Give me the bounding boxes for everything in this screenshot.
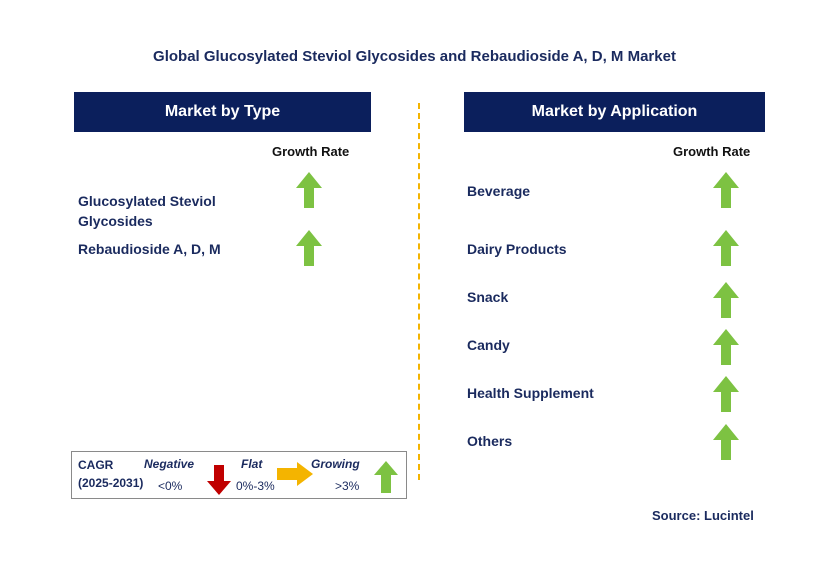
legend-flat-range: 0%-3% (236, 479, 275, 493)
application-item-beverage: Beverage (467, 183, 531, 199)
up-arrow-icon (296, 230, 322, 266)
up-arrow-icon (713, 282, 739, 318)
page-title: Global Glucosylated Steviol Glycosides a… (153, 48, 676, 65)
application-item-others: Others (467, 433, 513, 449)
cagr-legend: CAGR (2025-2031) Negative <0% Flat 0%-3%… (71, 451, 407, 499)
up-arrow-icon (713, 329, 739, 365)
application-growth-label: Growth Rate (673, 144, 751, 159)
up-arrow-icon (374, 461, 398, 493)
application-item-snack: Snack (467, 289, 509, 305)
up-arrow-icon (713, 376, 739, 412)
legend-years-label: (2025-2031) (78, 476, 144, 490)
legend-negative-label: Negative (144, 457, 195, 471)
type-item-glucosylated: Glucosylated Steviol Glycosides (78, 191, 216, 231)
application-item-dairy: Dairy Products (467, 241, 567, 257)
panel-divider (418, 103, 420, 480)
legend-growing-label: Growing (311, 457, 360, 471)
type-item-rebaudioside: Rebaudioside A, D, M (78, 241, 221, 257)
legend-growing-range: >3% (335, 479, 360, 493)
source-note: Source: Lucintel (652, 508, 754, 523)
up-arrow-icon (713, 230, 739, 266)
type-item-line2: Glycosides (78, 213, 153, 229)
type-growth-label: Growth Rate (272, 144, 350, 159)
flat-arrow-icon (277, 462, 313, 486)
up-arrow-icon (296, 172, 322, 208)
application-header: Market by Application (464, 92, 765, 132)
legend-negative-range: <0% (158, 479, 183, 493)
application-item-candy: Candy (467, 337, 510, 353)
legend-cagr-label: CAGR (78, 458, 114, 472)
up-arrow-icon (713, 172, 739, 208)
up-arrow-icon (713, 424, 739, 460)
application-item-health-supplement: Health Supplement (467, 385, 594, 401)
down-arrow-icon (207, 465, 231, 495)
type-item-line1: Glucosylated Steviol (78, 193, 216, 209)
type-header: Market by Type (74, 92, 371, 132)
legend-flat-label: Flat (241, 457, 263, 471)
